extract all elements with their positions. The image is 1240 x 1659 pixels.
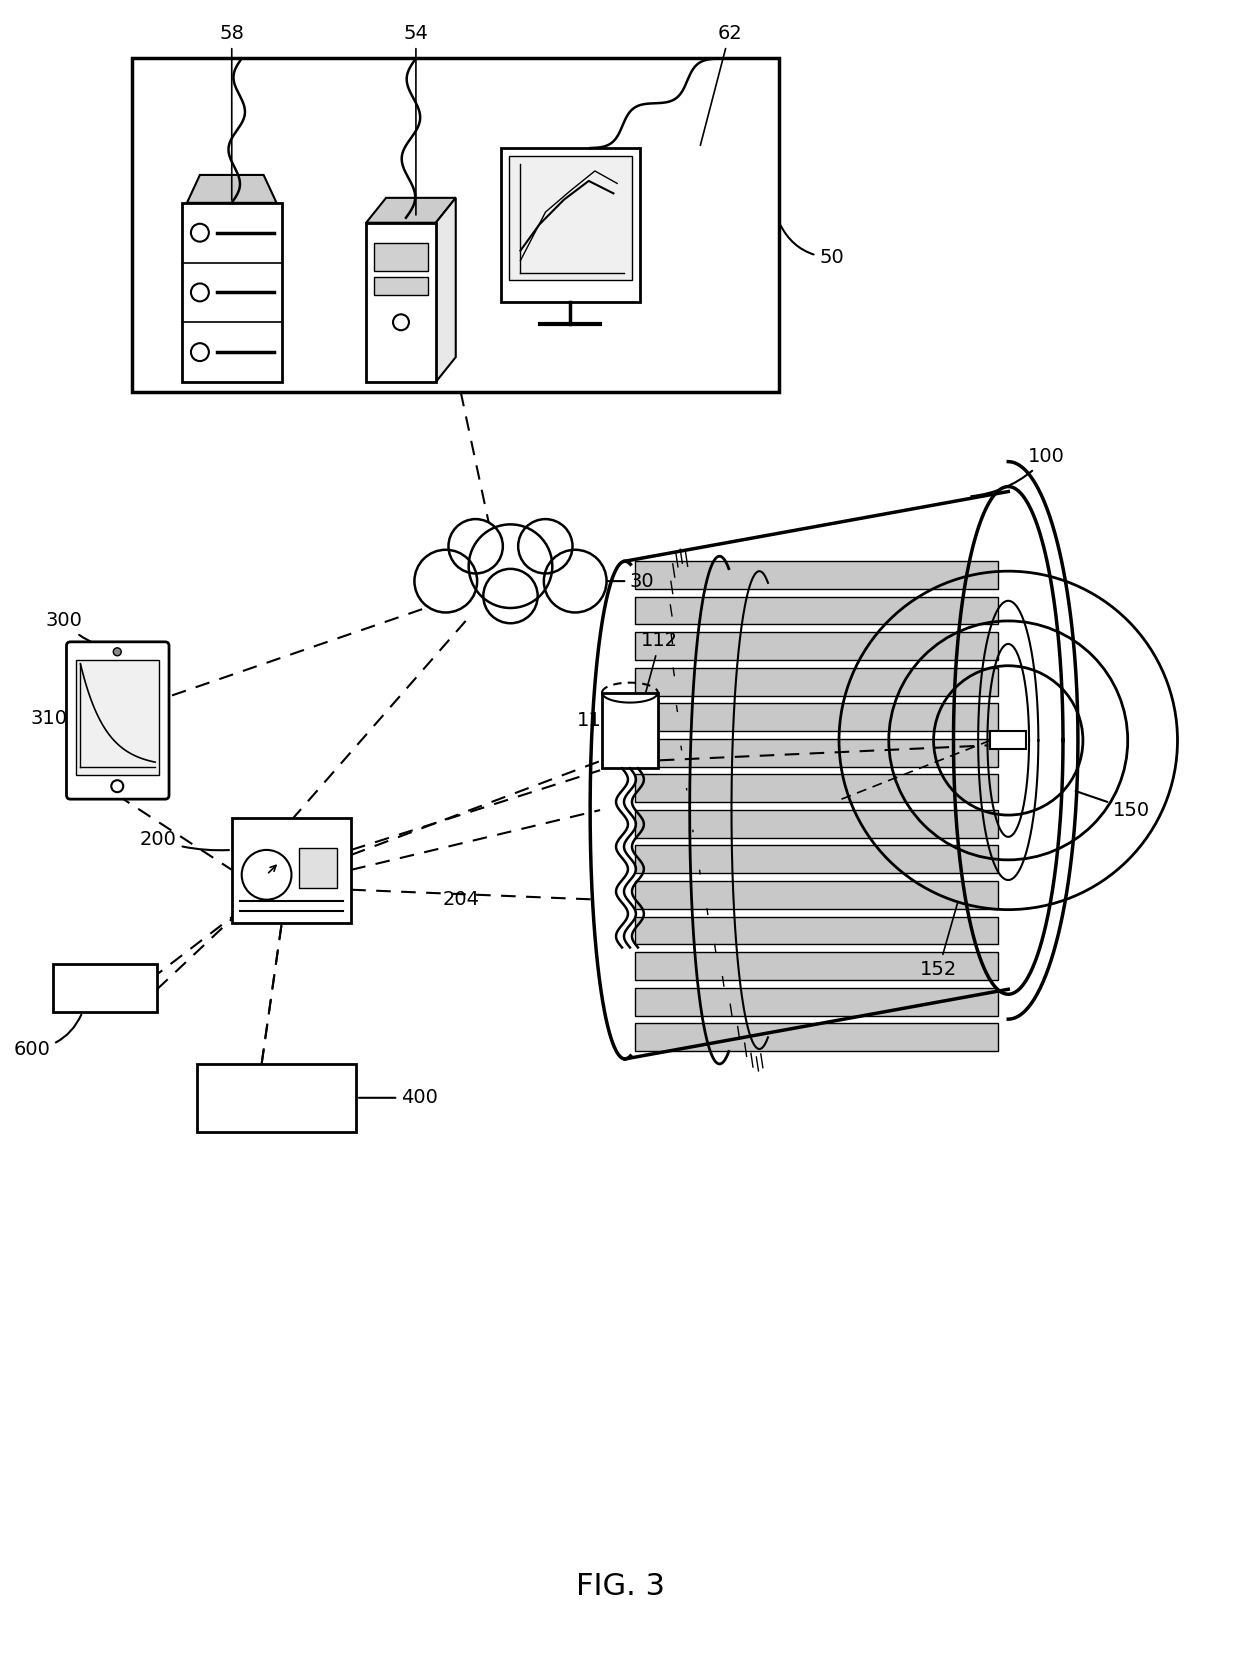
Circle shape <box>112 780 123 791</box>
FancyBboxPatch shape <box>299 848 337 888</box>
FancyBboxPatch shape <box>635 881 998 909</box>
FancyBboxPatch shape <box>603 692 658 768</box>
Text: 152: 152 <box>920 902 957 979</box>
Text: 600: 600 <box>14 1015 82 1058</box>
Polygon shape <box>366 197 456 222</box>
Circle shape <box>544 549 606 612</box>
FancyBboxPatch shape <box>635 597 998 624</box>
FancyBboxPatch shape <box>67 642 169 800</box>
Circle shape <box>242 849 291 899</box>
Text: FIG. 3: FIG. 3 <box>575 1573 665 1601</box>
Circle shape <box>113 647 122 655</box>
Circle shape <box>191 224 208 242</box>
Text: GPS: GPS <box>86 979 125 997</box>
Text: 62: 62 <box>701 25 742 146</box>
Text: 100: 100 <box>971 448 1065 496</box>
Circle shape <box>191 343 208 362</box>
Text: 400: 400 <box>358 1088 438 1107</box>
Text: 50: 50 <box>780 226 844 267</box>
FancyBboxPatch shape <box>501 148 640 302</box>
FancyBboxPatch shape <box>635 987 998 1015</box>
FancyBboxPatch shape <box>991 732 1027 750</box>
FancyBboxPatch shape <box>635 667 998 695</box>
Text: 110: 110 <box>577 712 629 768</box>
FancyBboxPatch shape <box>635 632 998 660</box>
FancyBboxPatch shape <box>133 58 779 392</box>
Text: Environmental
Sensors: Environmental Sensors <box>216 1078 337 1117</box>
Text: 30: 30 <box>578 572 655 591</box>
FancyBboxPatch shape <box>635 738 998 766</box>
FancyBboxPatch shape <box>635 952 998 980</box>
Circle shape <box>518 519 573 574</box>
FancyBboxPatch shape <box>374 242 428 270</box>
Circle shape <box>414 549 477 612</box>
Circle shape <box>469 524 552 607</box>
Polygon shape <box>435 197 456 382</box>
Text: 58: 58 <box>219 25 244 201</box>
FancyBboxPatch shape <box>232 818 351 922</box>
Circle shape <box>393 314 409 330</box>
FancyBboxPatch shape <box>635 561 998 589</box>
Text: 150: 150 <box>1075 791 1149 820</box>
Circle shape <box>191 284 208 302</box>
FancyBboxPatch shape <box>635 775 998 803</box>
Circle shape <box>449 519 503 574</box>
Text: 54: 54 <box>403 25 428 216</box>
FancyBboxPatch shape <box>366 222 435 382</box>
FancyBboxPatch shape <box>374 277 428 295</box>
Text: 200: 200 <box>140 831 229 851</box>
FancyBboxPatch shape <box>182 202 281 382</box>
FancyBboxPatch shape <box>635 810 998 838</box>
FancyBboxPatch shape <box>508 156 632 280</box>
Circle shape <box>484 569 538 624</box>
Text: 310: 310 <box>31 708 67 728</box>
Text: 204: 204 <box>443 891 479 909</box>
Text: 300: 300 <box>46 612 114 649</box>
Text: 112: 112 <box>641 632 678 693</box>
FancyBboxPatch shape <box>635 846 998 873</box>
FancyBboxPatch shape <box>635 917 998 944</box>
FancyBboxPatch shape <box>197 1063 356 1131</box>
FancyBboxPatch shape <box>52 964 157 1012</box>
Polygon shape <box>187 174 277 202</box>
FancyBboxPatch shape <box>635 1024 998 1052</box>
FancyBboxPatch shape <box>77 660 159 775</box>
FancyBboxPatch shape <box>635 703 998 732</box>
